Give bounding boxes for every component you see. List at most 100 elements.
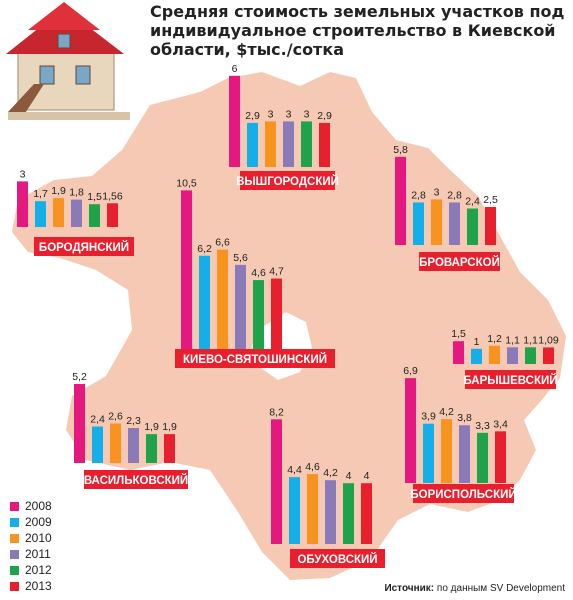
legend-label: 2010 [25,531,52,545]
bar-2008 [181,190,192,350]
district-label-bg [34,237,134,256]
district-label: ВАСИЛЬКОВСКИЙ [84,474,188,487]
legend-label: 2013 [25,579,52,593]
data-label: 6,6 [215,237,230,249]
district-label: ВЫШГОРОДСКИЙ [236,175,339,188]
data-label: 1,09 [538,334,559,346]
data-label: 10,5 [176,177,197,189]
data-label: 2,5 [483,194,498,206]
bar-2008 [453,341,464,364]
data-label: 1,9 [51,185,66,197]
legend-label: 2008 [25,499,52,513]
bar-2008 [229,75,240,167]
bar-2011 [283,121,294,167]
district-label-bg [413,484,514,503]
data-label: 1,5 [451,328,466,340]
data-label: 8,2 [269,406,284,418]
data-label: 2,9 [245,110,260,122]
district-label-bg [84,470,188,489]
district-label-bg [240,171,335,190]
data-label: 1,2 [487,333,502,345]
bar-2013 [495,431,506,483]
data-label: 5,8 [393,144,408,156]
data-label: 3 [286,108,292,120]
bar-2011 [459,425,470,483]
data-label: 3 [268,108,274,120]
data-label: 4,7 [269,266,284,278]
bar-2011 [235,264,246,350]
bar-2013 [319,122,330,167]
bar-2013 [361,483,372,544]
data-label: 1,9 [144,421,159,433]
bar-2008 [17,181,28,227]
bar-2011 [325,480,336,544]
data-label: 3,3 [475,420,490,432]
legend-label: 2009 [25,515,52,529]
legend-item-2010: 2010 [10,530,52,546]
legend-swatch [10,581,19,591]
legend-item-2011: 2011 [10,546,52,562]
bar-2011 [449,202,460,245]
bar-2011 [128,428,139,463]
data-label: 1,7 [33,188,48,200]
bar-2010 [53,198,64,227]
bar-2010 [489,345,500,364]
source-text: по данным SV Development [436,583,565,594]
bar-2010 [431,199,442,245]
bar-2012 [477,432,488,483]
bar-2013 [543,347,554,364]
data-label: 6 [232,63,238,75]
data-label: 5,6 [233,252,248,264]
bar-2010 [307,474,318,544]
bar-2013 [107,203,118,227]
data-label: 1 [474,336,480,348]
bar-2008 [74,383,85,463]
data-label: 3 [20,168,26,180]
district-label-bg [419,252,500,271]
district-label-bg [175,349,335,368]
data-label: 5,2 [72,371,87,383]
data-label: 1,9 [162,421,177,433]
bar-2008 [405,378,416,483]
district-label: БАРЫШЕВСКИЙ [463,374,557,387]
legend-label: 2011 [25,547,51,561]
district-group: 10,5 6,26,65,64,6 4,7 КИЕВО-СВЯТОШИНСКИЙ [175,177,335,368]
legend-swatch [10,533,19,543]
bar-2012 [301,121,312,167]
bar-2008 [271,419,282,544]
legend-item-2013: 2013 [10,578,52,594]
bar-2011 [71,199,82,227]
bar-2010 [110,423,121,463]
data-label: 4,6 [305,461,320,473]
legend-swatch [10,565,19,575]
legend-item-2009: 2009 [10,514,52,530]
bar-2012 [467,208,478,245]
district-label: БОРИСПОЛЬСКИЙ [410,488,516,501]
bar-2011 [507,347,518,364]
bar-2009 [35,201,46,227]
district-label: КИЕВО-СВЯТОШИНСКИЙ [183,353,327,366]
data-label: 3 [304,108,310,120]
district-group: 8,2 4,4 4,64,2 4 4 ОБУХОВСКИЙ [269,406,385,568]
bar-2010 [441,419,452,483]
data-label: 2,8 [447,189,462,201]
data-label: 3,9 [421,411,436,423]
bar-2013 [485,207,496,245]
bar-2009 [92,426,103,463]
district-label: ОБУХОВСКИЙ [297,553,377,566]
data-label: 1,1 [505,334,520,346]
bar-2010 [265,121,276,167]
data-label: 1,5 [87,191,102,203]
bar-2009 [471,348,482,364]
source-note: Источник: по данным SV Development [384,583,565,594]
data-label: 4,2 [439,406,454,418]
chart-title: Средняя стоимость земельных участков под… [150,2,565,59]
data-label: 4,6 [251,267,266,279]
data-label: 2,4 [90,414,105,426]
district-label: БРОВАРСКОЙ [419,256,500,269]
data-label: 2,3 [126,415,141,427]
data-label: 1,56 [102,190,123,202]
